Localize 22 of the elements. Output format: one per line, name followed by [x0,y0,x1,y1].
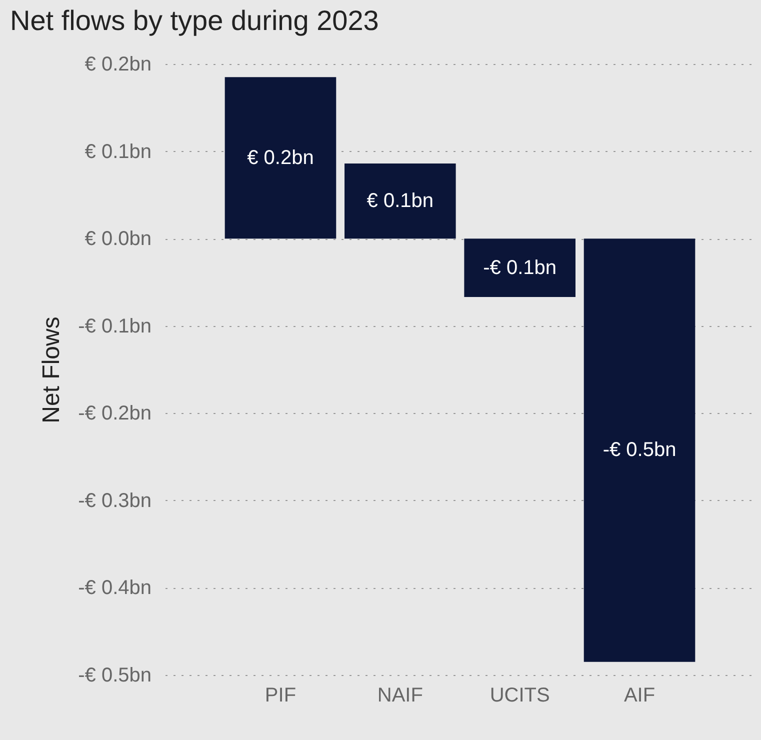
bar [464,238,576,298]
y-tick-label: € 0.2bn [84,54,152,76]
y-tick-label: -€ 0.1bn [78,315,152,338]
x-tick-label: UCITS [490,684,550,706]
data-label: -€ 0.1bn [483,256,557,279]
y-tick-label: -€ 0.4bn [78,577,152,600]
data-label: € 0.1bn [366,190,434,212]
data-label: -€ 0.5bn [602,439,676,462]
chart-title: Net flows by type during 2023 [10,5,379,36]
y-tick-label: € 0.0bn [84,228,152,250]
bar [224,77,336,239]
y-tick-label: -€ 0.5bn [78,664,152,686]
bar [584,238,696,662]
y-tick-label: € 0.1bn [84,140,152,163]
y-tick-label: -€ 0.3bn [78,490,152,512]
x-tick-label: PIF [264,684,296,706]
x-tick-label: AIF [624,684,656,706]
bar [344,164,456,239]
data-label: € 0.2bn [247,146,314,169]
x-tick-label: NAIF [377,684,423,706]
y-axis-title: Net Flows [38,316,66,424]
y-tick-label: -€ 0.2bn [78,402,152,425]
